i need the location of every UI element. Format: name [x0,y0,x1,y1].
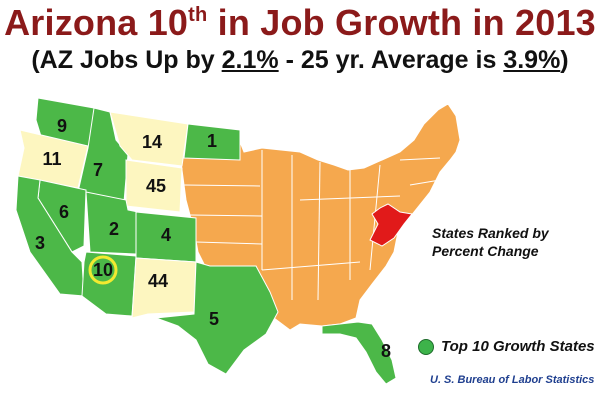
state-WV [369,203,413,247]
subtitle-average: 3.9% [503,46,561,74]
rank-label-NM: 44 [148,271,168,291]
annotation-line-2: Percent Change [432,243,539,259]
state-FL [321,321,397,385]
subtitle-az-growth: 2.1% [221,46,279,74]
rank-label-CO: 4 [161,225,171,245]
rank-label-NV: 6 [59,202,69,222]
title-suffix: in Job Growth in 2013 [207,2,596,43]
subtitle-post: ) [560,46,569,74]
rank-label-FL: 8 [381,341,391,361]
page-title: Arizona 10th in Job Growth in 2013 [0,2,600,44]
legend-label: Top 10 Growth States [441,338,595,355]
state-ND [183,123,241,161]
rank-label-UT: 2 [109,219,119,239]
arizona-highlight-circle [88,255,118,285]
rank-label-WA: 9 [57,116,67,136]
rank-label-CA: 3 [35,233,45,253]
annotation-line-1: States Ranked by [432,225,549,241]
state-MT [109,111,189,167]
state-NM [131,257,197,319]
subtitle-pre: (AZ Jobs Up by [31,46,222,74]
ranking-annotation: States Ranked by Percent Change [432,224,549,260]
map-legend: Top 10 Growth States [418,338,595,355]
source-credit: U. S. Bureau of Labor Statistics [430,374,595,386]
title-superscript: th [188,4,208,26]
rank-label-MT: 14 [142,132,162,152]
rank-label-ND: 1 [207,131,217,151]
rank-label-ID: 7 [93,160,103,180]
state-TX [155,261,279,375]
rank-label-TX: 5 [209,309,219,329]
legend-dot-icon [418,338,434,355]
rank-label-WY: 45 [146,176,166,196]
subtitle-mid: - 25 yr. Average is [278,46,504,74]
rank-label-OR: 11 [42,149,61,169]
rank-label-AZ: 10 [93,260,113,280]
state-WY [125,159,183,213]
page-subtitle: (AZ Jobs Up by 2.1% - 25 yr. Average is … [0,46,600,75]
state-AZ [81,251,137,317]
title-prefix: Arizona 10 [4,2,189,43]
